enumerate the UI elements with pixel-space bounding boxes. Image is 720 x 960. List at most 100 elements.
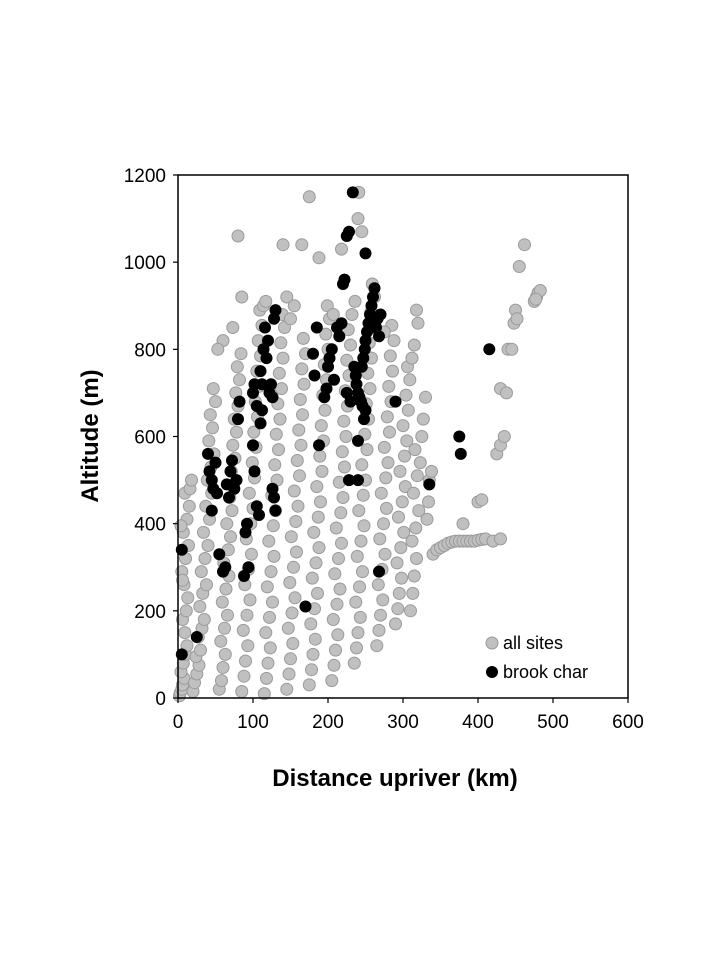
data-point-brook-char (260, 352, 273, 365)
data-point-all-sites (237, 669, 251, 683)
data-point-all-sites (209, 395, 222, 409)
data-point-all-sites (295, 362, 309, 376)
data-point-all-sites (226, 321, 240, 334)
data-point-all-sites (387, 334, 401, 348)
data-point-all-sites (264, 565, 278, 579)
data-point-brook-char (209, 456, 222, 469)
legend-label-brook-char: brook char (503, 662, 588, 682)
data-point-all-sites (419, 390, 432, 404)
data-point-all-sites (283, 576, 297, 589)
data-point-all-sites (314, 419, 328, 433)
data-point-brook-char (325, 343, 338, 356)
data-point-all-sites (203, 408, 217, 422)
data-point-all-sites (377, 517, 390, 531)
data-point-brook-char (242, 561, 255, 574)
data-point-all-sites (304, 617, 318, 631)
data-point-brook-char (307, 347, 319, 360)
data-point-all-sites (338, 460, 351, 474)
data-point-brook-char (338, 273, 351, 286)
data-point-all-sites (351, 626, 365, 640)
data-point-all-sites (336, 491, 350, 504)
data-point-brook-char (346, 186, 359, 199)
data-point-all-sites (218, 621, 231, 635)
data-point-brook-char (368, 282, 381, 295)
data-point-brook-char (320, 382, 333, 395)
data-point-all-sites (262, 534, 276, 548)
data-point-all-sites (425, 464, 438, 478)
data-point-all-sites (296, 331, 310, 345)
data-point-all-sites (216, 661, 230, 674)
y-tick-label: 200 (134, 602, 166, 623)
data-point-all-sites (311, 586, 324, 600)
y-tick-label: 0 (155, 689, 166, 710)
data-point-all-sites (239, 654, 252, 668)
data-point-all-sites (294, 438, 308, 452)
data-point-all-sites (291, 499, 305, 513)
x-tick-label: 100 (237, 712, 269, 733)
data-point-all-sites (377, 440, 391, 454)
data-point-all-sites (276, 238, 290, 252)
data-point-all-sites (399, 388, 413, 402)
data-point-all-sites (351, 212, 365, 226)
data-point-all-sites (297, 377, 311, 391)
data-point-all-sites (198, 552, 212, 565)
data-point-all-sites (335, 536, 348, 550)
data-point-all-sites (281, 621, 295, 635)
data-point-all-sites (235, 290, 249, 304)
data-point-brook-char (241, 517, 253, 530)
data-point-all-sites (231, 229, 245, 243)
data-point-brook-char (328, 373, 340, 386)
data-point-all-sites (355, 458, 369, 472)
data-point-all-sites (214, 634, 228, 648)
data-point-all-sites (405, 534, 419, 548)
data-point-brook-char (190, 631, 203, 643)
data-point-all-sites (280, 290, 294, 304)
data-point-all-sites (373, 532, 387, 546)
data-point-all-sites (310, 480, 324, 494)
data-point-all-sites (185, 473, 198, 487)
data-point-brook-char (254, 417, 267, 430)
data-point-all-sites (263, 641, 277, 655)
data-point-all-sites (413, 456, 427, 470)
data-point-all-sites (397, 525, 411, 539)
data-point-brook-char (352, 434, 364, 447)
data-point-all-sites (197, 525, 210, 539)
data-point-all-sites (243, 593, 257, 607)
data-point-all-sites (179, 604, 193, 618)
data-point-all-sites (235, 685, 249, 698)
x-tick-label: 500 (537, 712, 569, 733)
data-point-all-sites (247, 425, 261, 439)
data-point-brook-char (269, 304, 282, 317)
data-point-all-sites (350, 641, 363, 655)
data-point-all-sites (334, 506, 348, 520)
data-point-brook-char (349, 369, 362, 382)
data-point-all-sites (395, 571, 408, 585)
data-point-all-sites (230, 360, 244, 374)
data-point-all-sites (350, 549, 364, 563)
data-point-all-sites (284, 652, 297, 666)
data-point-all-sites (282, 667, 296, 681)
data-point-all-sites (230, 425, 243, 439)
data-point-brook-char (373, 330, 385, 343)
data-point-all-sites (401, 403, 415, 417)
data-point-all-sites (272, 443, 285, 457)
data-point-all-sites (201, 539, 215, 552)
legend: all sites brook char (485, 633, 588, 682)
data-point-all-sites (505, 342, 519, 356)
data-point-all-sites (331, 628, 345, 642)
data-point-brook-char (358, 343, 371, 356)
data-point-all-sites (236, 623, 250, 637)
data-point-all-sites (403, 373, 417, 387)
data-point-all-sites (330, 597, 344, 611)
data-point-brook-char (211, 487, 223, 500)
data-point-all-sites (241, 639, 255, 653)
data-point-brook-char (359, 404, 372, 417)
data-point-all-sites (356, 488, 370, 502)
x-axis-title: Distance upriver (km) (272, 765, 517, 792)
data-point-all-sites (353, 580, 366, 594)
data-point-brook-char (256, 378, 268, 391)
x-tick-label: 300 (387, 712, 419, 733)
data-point-all-sites (335, 242, 348, 256)
data-point-all-sites (370, 639, 384, 653)
data-point-all-sites (422, 495, 435, 509)
